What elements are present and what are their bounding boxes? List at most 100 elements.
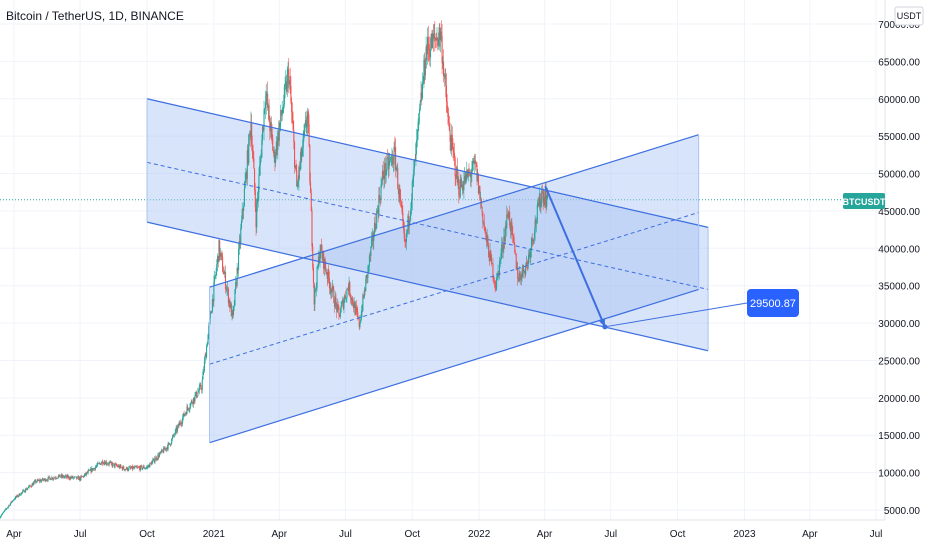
candle-body [317, 266, 319, 268]
candle-body [200, 384, 202, 389]
candle-body [175, 427, 177, 431]
candle-body [170, 443, 172, 446]
candle-body [27, 486, 30, 488]
candle-body [373, 222, 376, 237]
candle-body [422, 81, 424, 83]
descending-channel-upper-line[interactable] [146, 98, 709, 228]
grid-lines [0, 0, 885, 520]
candle-body [265, 95, 267, 103]
candle-body [488, 257, 490, 262]
candle-body [464, 175, 466, 182]
candle-body [373, 236, 375, 241]
candle-body [186, 406, 188, 415]
candle-body [255, 207, 257, 228]
candle-body [390, 157, 392, 159]
candle-body [236, 268, 238, 286]
candle-body [349, 295, 352, 298]
candle-body [201, 379, 203, 390]
candle-body [97, 463, 99, 466]
candle-body [208, 325, 210, 335]
target-point[interactable] [602, 324, 608, 330]
candle-body [228, 300, 230, 304]
candle-body [429, 49, 432, 58]
candle-body [36, 479, 38, 482]
candle-body [160, 451, 162, 453]
candle-body [182, 417, 184, 423]
candle-body [368, 265, 370, 267]
candle-body [398, 188, 400, 194]
candle-body [9, 505, 11, 506]
candle-body [33, 482, 35, 486]
projection-line[interactable] [544, 185, 606, 328]
candle-body [159, 451, 161, 455]
ascending-channel-median-line[interactable] [209, 211, 699, 365]
candle-body [234, 289, 236, 306]
candle-body [413, 168, 415, 177]
candle-body [267, 105, 269, 108]
candle-body [501, 244, 503, 254]
currency-button[interactable]: USDT [894, 6, 924, 26]
candle-body [262, 126, 264, 140]
channel-lines[interactable] [146, 98, 748, 444]
candle-body [245, 171, 247, 182]
candle-body [467, 171, 469, 178]
candle-body [240, 220, 243, 229]
x-tick-label: Apr [802, 529, 818, 540]
candle-body [79, 477, 81, 481]
symbol-price-badge-bg [843, 193, 885, 209]
descending-channel-median-line[interactable] [146, 161, 709, 290]
candle-body [147, 466, 149, 468]
candle-body [309, 145, 311, 182]
candle-body [532, 240, 534, 242]
candle-body [203, 370, 205, 372]
candle-body [365, 274, 368, 279]
candle-body [272, 138, 274, 151]
candle-body [405, 241, 407, 243]
candle-body [474, 160, 477, 163]
candle-body [214, 276, 216, 282]
candle-body [15, 496, 17, 498]
candle-body [293, 129, 295, 142]
candle-body [418, 113, 420, 122]
candle-body [206, 344, 208, 347]
candle-body [337, 304, 339, 307]
candle-body [339, 313, 341, 317]
candle-body [278, 126, 280, 142]
candle-body [313, 282, 315, 305]
candle-body [174, 430, 176, 435]
descending-channel-lower-line[interactable] [146, 221, 709, 352]
candle-body [78, 477, 80, 480]
candle-body [477, 174, 479, 181]
candle-body [196, 395, 198, 398]
candle-body [239, 241, 241, 244]
candle-body [19, 493, 21, 496]
x-tick-label: 2022 [468, 529, 491, 540]
candle-body [141, 465, 143, 470]
target-price-badge-bg[interactable] [747, 289, 799, 317]
candle-body [288, 69, 290, 85]
candle-body [302, 134, 304, 148]
candle-body [83, 474, 86, 477]
candle-body [52, 478, 54, 480]
candle-body [240, 228, 242, 243]
candle-body [51, 477, 53, 480]
candle-body [303, 131, 305, 135]
ascending-channel-upper-line[interactable] [209, 134, 699, 288]
candle-body [128, 467, 130, 471]
target-price-badge[interactable]: 29500.87 [747, 289, 799, 317]
candle-body [61, 474, 63, 477]
candle-body [421, 82, 424, 99]
candle-body [104, 462, 106, 465]
ascending-channel-lower-line[interactable] [209, 288, 699, 444]
candle-body [161, 449, 163, 451]
x-axis: Apr Jul Oct 2021 Apr Jul Oct 2022 Apr Jul Oct 2023 A… [6, 529, 882, 540]
candle-body [411, 181, 413, 201]
candle-body [158, 454, 160, 458]
candle-body [57, 477, 59, 479]
candle-body [235, 282, 237, 290]
candle-body [395, 169, 397, 170]
currency-button-frame[interactable] [894, 6, 924, 26]
candle-body [172, 434, 174, 438]
candle-body [200, 388, 203, 390]
